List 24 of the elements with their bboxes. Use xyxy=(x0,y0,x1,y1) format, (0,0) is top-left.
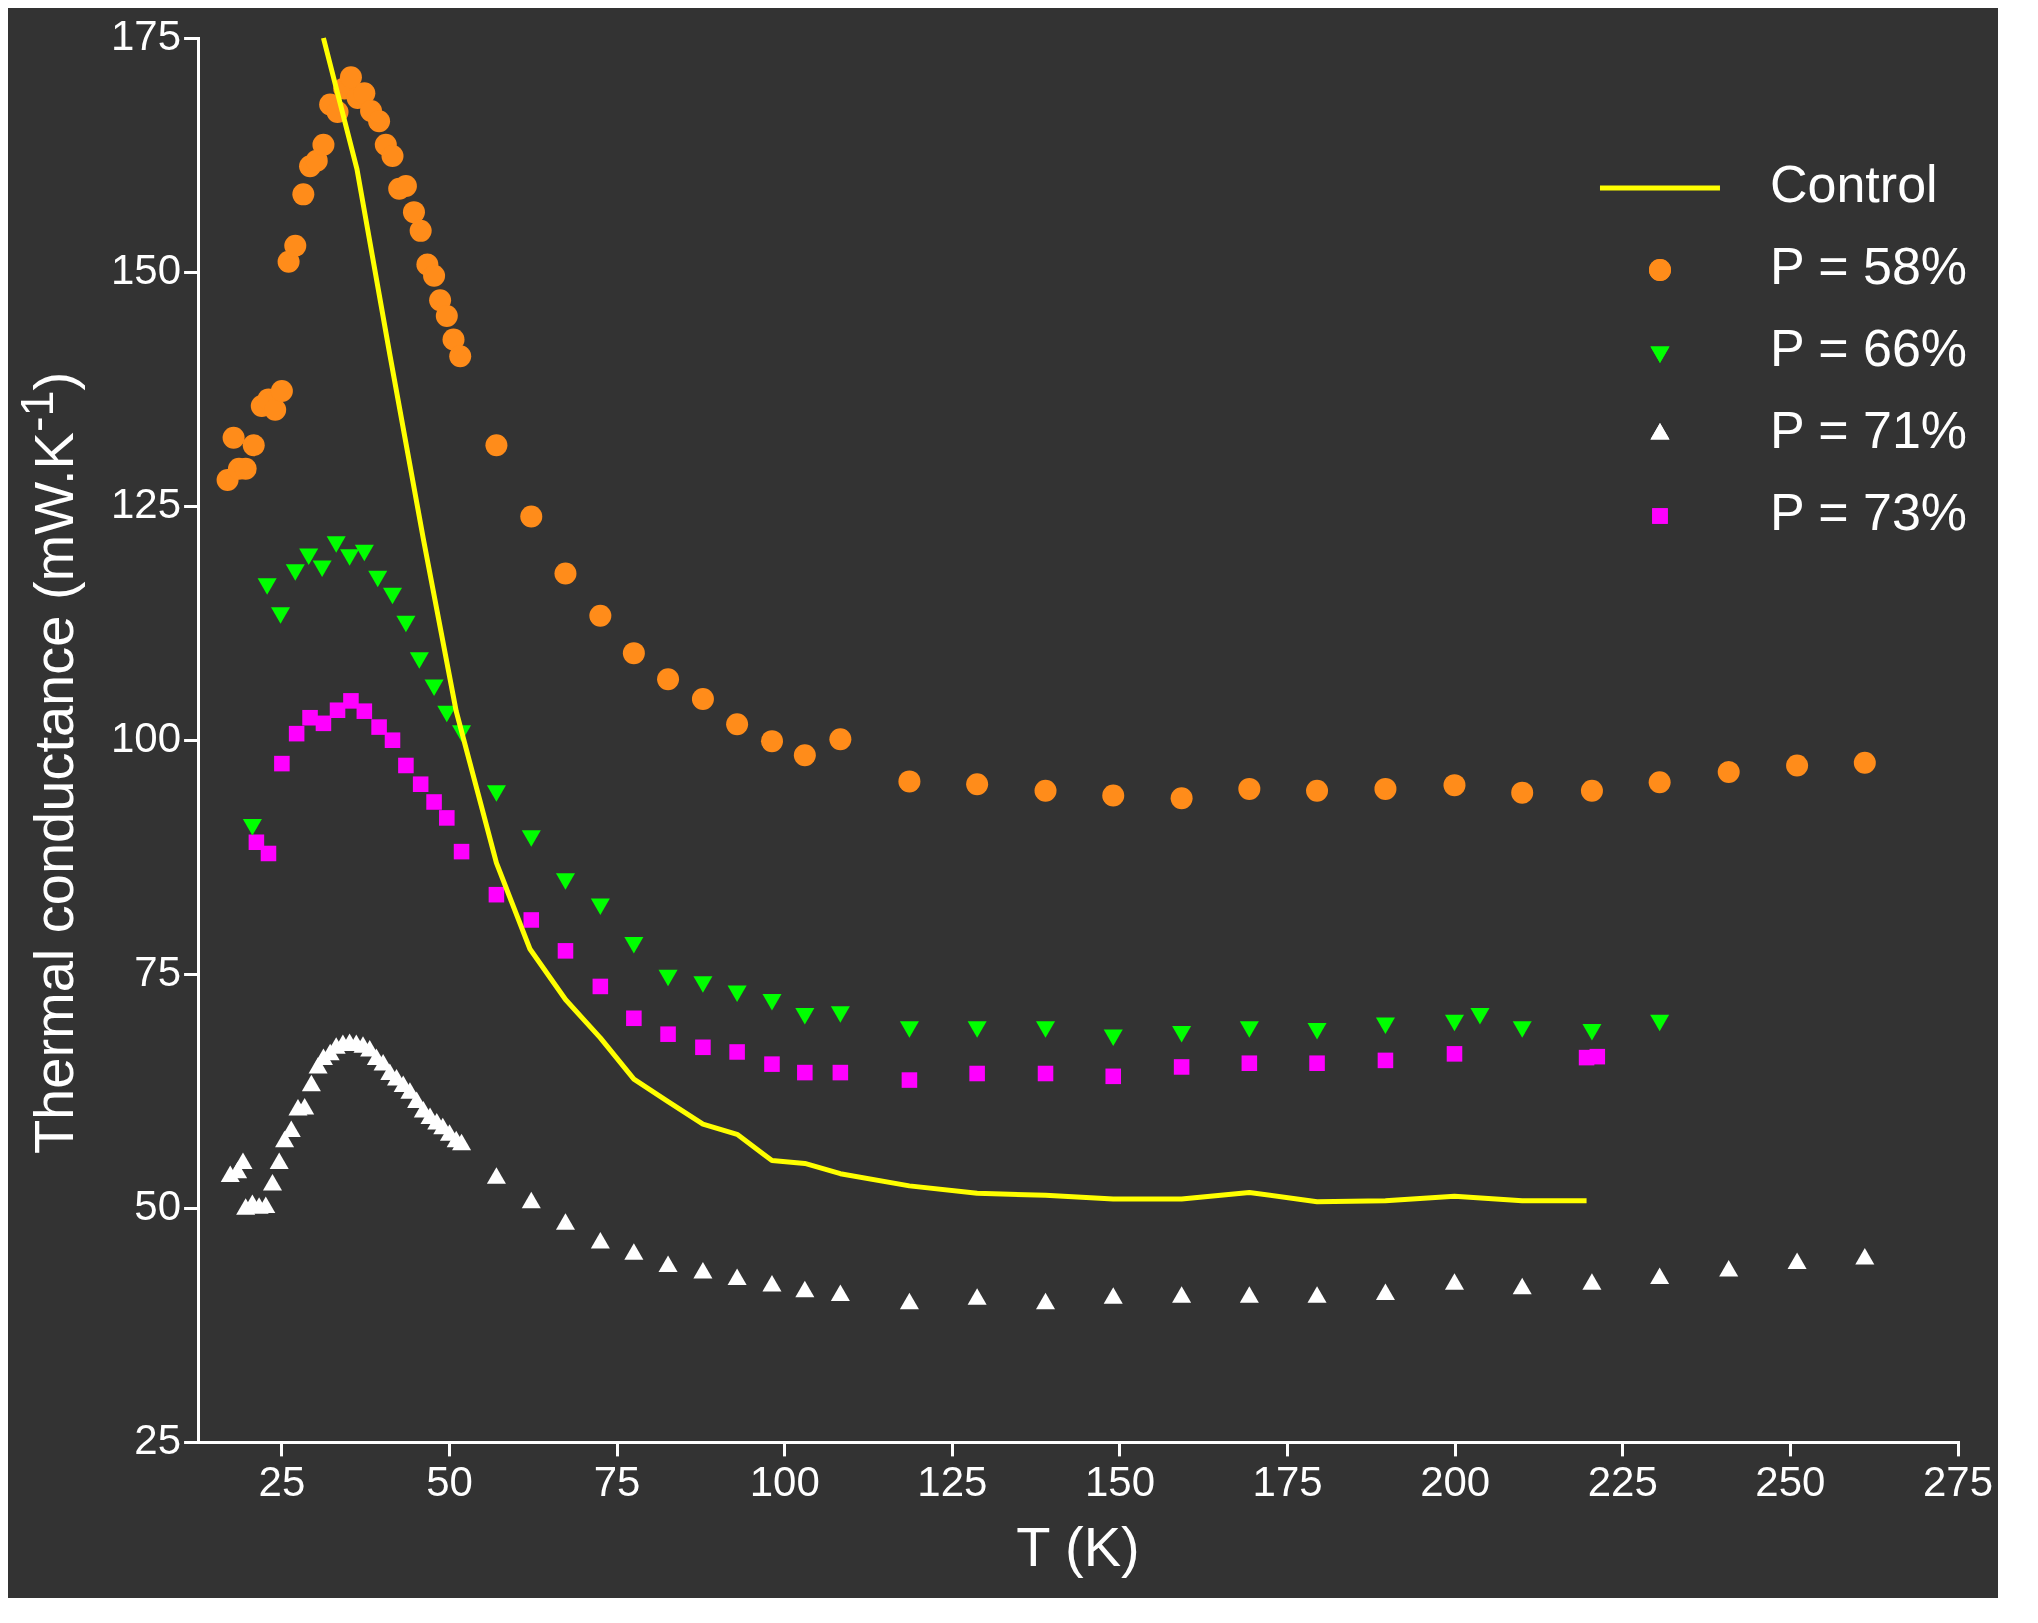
x-tick-label: 150 xyxy=(1084,1458,1155,1506)
x-tick-label: 175 xyxy=(1252,1458,1323,1506)
y-tick-label: 50 xyxy=(134,1181,182,1229)
x-tick-label: 275 xyxy=(1922,1458,1994,1506)
x-tick-label: 25 xyxy=(258,1458,306,1506)
legend-label: P = 66% xyxy=(1769,319,1968,378)
legend-label: P = 58% xyxy=(1769,237,1968,296)
y-tick-label: 75 xyxy=(134,947,182,995)
y-tick-label: 175 xyxy=(111,11,182,59)
x-tick-label: 125 xyxy=(917,1458,988,1506)
y-tick-label: 150 xyxy=(111,245,182,293)
x-axis-title: T (K) xyxy=(1016,1514,1140,1578)
legend-label: P = 73% xyxy=(1769,483,1968,542)
x-tick-label: 250 xyxy=(1755,1458,1826,1506)
x-tick-label: 200 xyxy=(1420,1458,1491,1506)
x-tick-label: 100 xyxy=(749,1458,820,1506)
legend-label: Control xyxy=(1769,155,1938,214)
y-tick-label: 25 xyxy=(134,1415,182,1463)
y-tick-label: 125 xyxy=(111,479,182,527)
x-tick-label: 75 xyxy=(593,1458,641,1506)
y-tick-label: 100 xyxy=(111,713,182,761)
x-tick-label: 50 xyxy=(426,1458,473,1506)
legend-label: P = 71% xyxy=(1769,401,1968,460)
x-tick-label: 225 xyxy=(1587,1458,1658,1506)
